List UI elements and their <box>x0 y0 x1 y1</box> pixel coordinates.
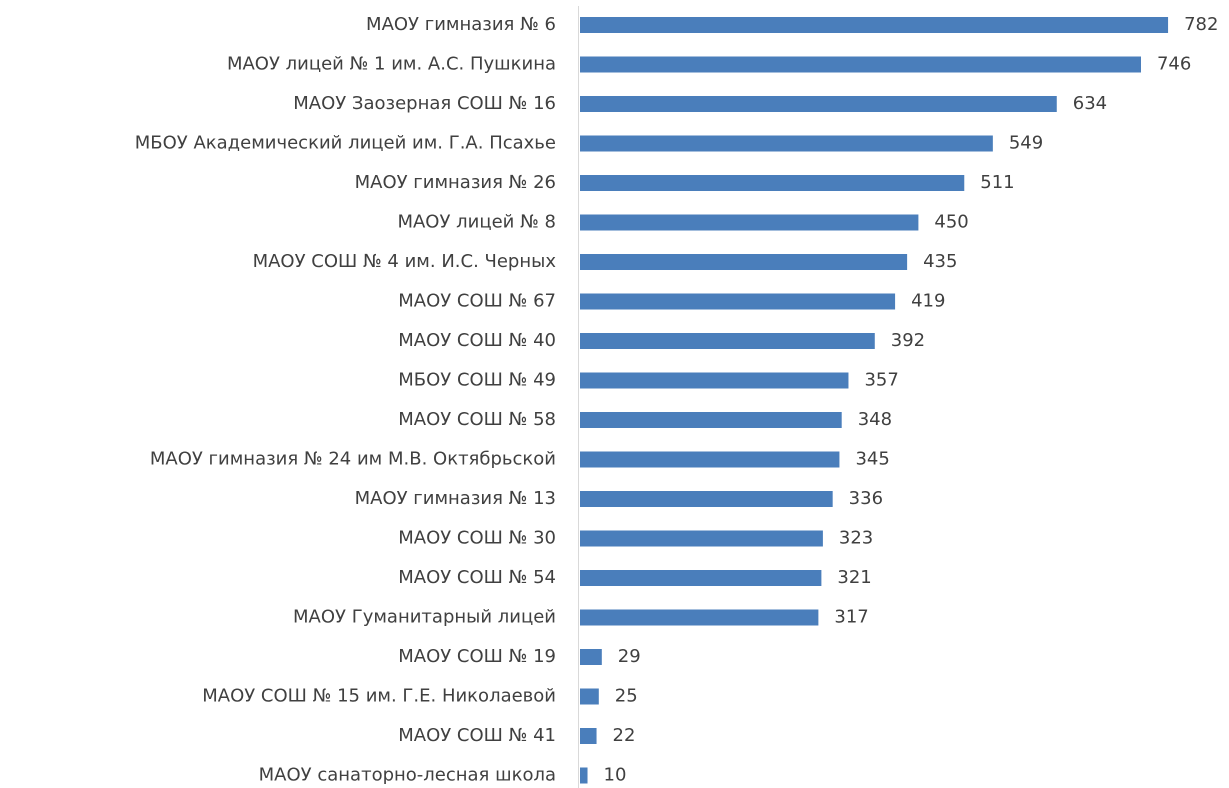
value-label: 29 <box>618 646 641 667</box>
bar <box>580 175 965 191</box>
value-label: 392 <box>891 330 925 351</box>
value-label: 25 <box>615 686 638 707</box>
value-label: 317 <box>834 607 868 628</box>
category-label: МАОУ СОШ № 41 <box>398 725 556 746</box>
category-label: МБОУ СОШ № 49 <box>398 370 556 391</box>
category-label: МАОУ лицей № 1 им. А.С. Пушкина <box>227 54 556 75</box>
bar <box>580 254 908 270</box>
bar <box>580 135 993 152</box>
category-label: МАОУ лицей № 8 <box>397 212 556 233</box>
category-label: МАОУ СОШ № 40 <box>398 330 556 351</box>
value-label: 321 <box>837 567 871 588</box>
bar <box>580 688 599 705</box>
value-label: 336 <box>849 488 883 509</box>
bar <box>580 214 919 231</box>
bar <box>580 333 875 349</box>
bar <box>580 293 896 310</box>
bar <box>580 609 819 626</box>
category-label: МАОУ СОШ № 58 <box>398 409 556 430</box>
value-label: 348 <box>858 409 892 430</box>
value-label: 782 <box>1184 14 1218 35</box>
value-label: 746 <box>1157 54 1191 75</box>
bar <box>580 649 602 665</box>
category-label: МАОУ Гуманитарный лицей <box>293 607 556 628</box>
category-label: МАОУ СОШ № 15 им. Г.Е. Николаевой <box>202 686 556 707</box>
value-label: 549 <box>1009 133 1043 154</box>
value-label: 22 <box>613 725 636 746</box>
value-label: 450 <box>934 212 968 233</box>
category-label: МАОУ гимназия № 6 <box>366 14 556 35</box>
category-label: МАОУ гимназия № 24 им М.В. Октябрьской <box>150 449 556 470</box>
bar <box>580 17 1169 33</box>
bar <box>580 96 1057 112</box>
bar <box>580 412 842 428</box>
category-label: МАОУ СОШ № 54 <box>398 567 556 588</box>
category-label: МАОУ СОШ № 19 <box>398 646 556 667</box>
category-label: МАОУ гимназия № 26 <box>355 172 556 193</box>
value-label: 419 <box>911 291 945 312</box>
bar <box>580 56 1141 73</box>
bar <box>580 767 588 784</box>
category-label: МАОУ СОШ № 30 <box>398 528 556 549</box>
bar <box>580 372 849 389</box>
bar <box>580 728 597 744</box>
value-label: 511 <box>980 172 1014 193</box>
category-label: МАОУ гимназия № 13 <box>355 488 556 509</box>
bar <box>580 451 840 468</box>
bar <box>580 530 823 547</box>
value-label: 634 <box>1073 93 1107 114</box>
category-label: МАОУ Заозерная СОШ № 16 <box>293 93 556 114</box>
value-label: 10 <box>604 765 627 786</box>
bar <box>580 570 822 586</box>
value-label: 323 <box>839 528 873 549</box>
category-label: МАОУ санаторно-лесная школа <box>259 765 556 786</box>
value-label: 435 <box>923 251 957 272</box>
category-label: МБОУ Академический лицей им. Г.А. Псахье <box>135 133 556 154</box>
value-label: 357 <box>864 370 898 391</box>
value-label: 345 <box>855 449 889 470</box>
category-label: МАОУ СОШ № 4 им. И.С. Черных <box>253 251 557 272</box>
category-label: МАОУ СОШ № 67 <box>398 291 556 312</box>
bar <box>580 491 833 507</box>
